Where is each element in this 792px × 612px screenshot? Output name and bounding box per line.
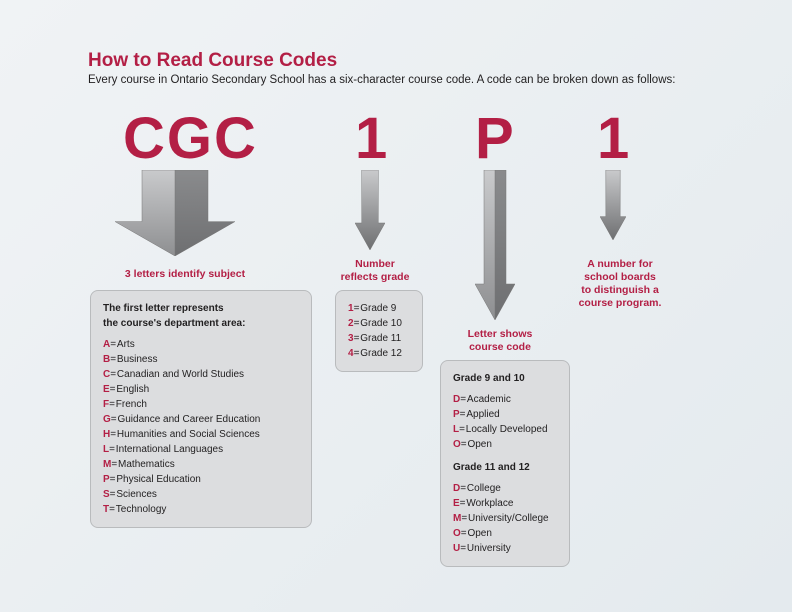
box-subject-list: A= ArtsB= BusinessC= Canadian and World … xyxy=(103,337,299,517)
code-grade: 1 xyxy=(355,105,389,172)
box-grade-list: 1= Grade 92= Grade 103= Grade 114= Grade… xyxy=(348,301,410,361)
page-subtitle: Every course in Ontario Secondary School… xyxy=(88,74,675,86)
code-type: P xyxy=(475,105,516,172)
arrow-subject xyxy=(115,170,235,261)
arrow-program xyxy=(600,170,626,245)
box-type-header2: Grade 11 and 12 xyxy=(453,460,557,475)
code-program: 1 xyxy=(597,105,631,172)
code-subject: CGC xyxy=(123,105,258,172)
arrow-grade xyxy=(355,170,385,255)
box-subject: The first letter representsthe course's … xyxy=(90,290,312,528)
label-subject: 3 letters identify subject xyxy=(115,268,255,281)
label-grade: Numberreflects grade xyxy=(330,258,420,284)
page-title: How to Read Course Codes xyxy=(88,50,337,72)
label-program: A number forschool boardsto distinguish … xyxy=(565,258,675,311)
box-grade: 1= Grade 92= Grade 103= Grade 114= Grade… xyxy=(335,290,423,372)
arrow-type xyxy=(475,170,515,325)
box-subject-header: The first letter representsthe course's … xyxy=(103,301,299,331)
box-type-list1: D= AcademicP= AppliedL= Locally Develope… xyxy=(453,392,557,452)
box-type: Grade 9 and 10 D= AcademicP= AppliedL= L… xyxy=(440,360,570,567)
box-type-header1: Grade 9 and 10 xyxy=(453,371,557,386)
box-type-list2: D= CollegeE= WorkplaceM= University/Coll… xyxy=(453,481,557,556)
label-type: Letter showscourse code xyxy=(450,328,550,354)
